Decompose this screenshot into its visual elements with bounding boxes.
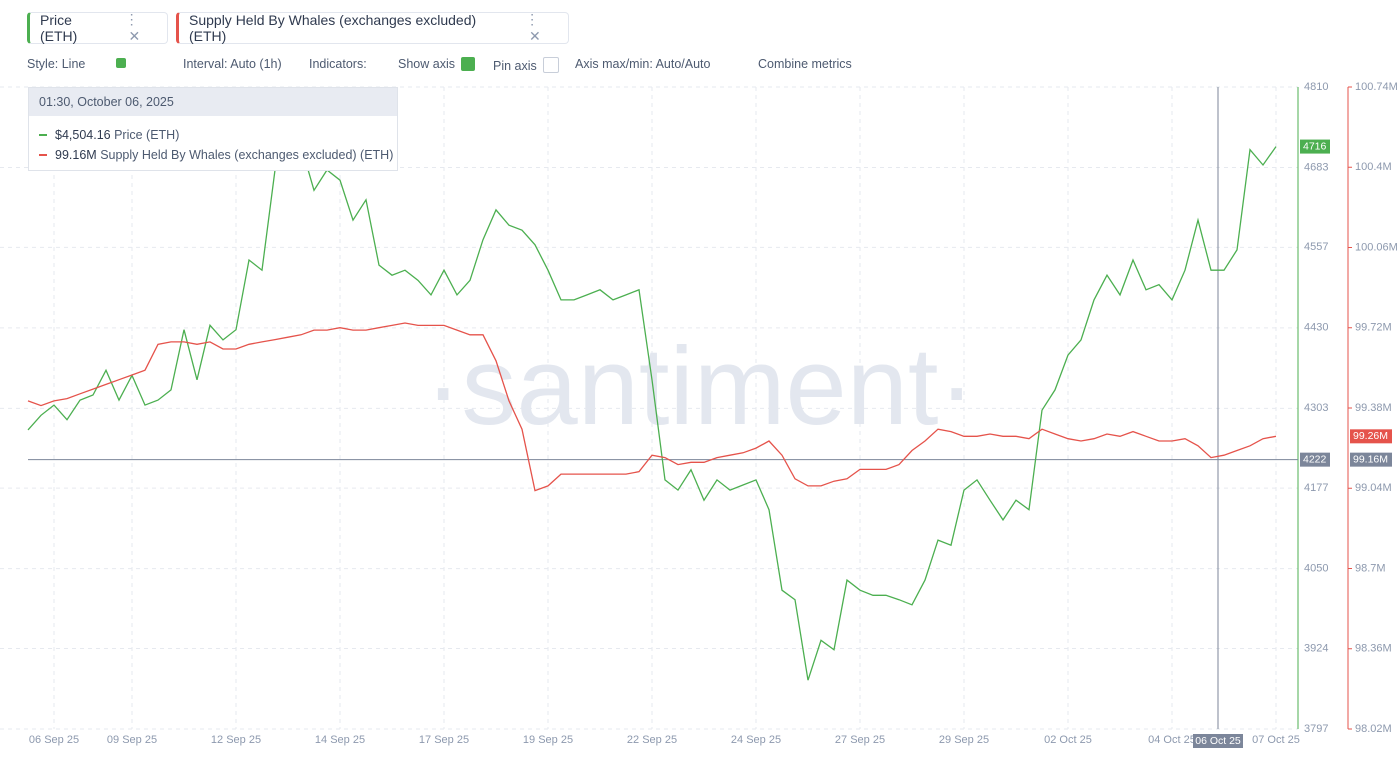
series-line bbox=[27, 322, 1277, 492]
show-axis[interactable]: Show axis bbox=[398, 57, 475, 71]
last-value-label-bg bbox=[1350, 429, 1392, 444]
tab-icons[interactable]: ⋮ ✕ bbox=[525, 11, 541, 44]
axis-minmax[interactable]: Axis max/min: Auto/Auto bbox=[575, 57, 711, 71]
y-tick-label: 3797 bbox=[1304, 723, 1328, 735]
tooltip: 01:30, October 06, 2025 $4,504.16 Price … bbox=[28, 87, 398, 171]
x-tick-label: 07 Oct 25 bbox=[1252, 734, 1300, 746]
y-tick-label: 4177 bbox=[1304, 482, 1328, 494]
x-tick-label: 02 Oct 25 bbox=[1044, 734, 1092, 746]
y-tick-label: 4683 bbox=[1304, 161, 1328, 173]
tab-icons[interactable]: ⋮ ✕ bbox=[124, 11, 141, 44]
y2-tick-label: 100.4M bbox=[1355, 161, 1392, 173]
interval-select[interactable]: Interval: Auto (1h) bbox=[183, 57, 282, 71]
x-tick-label: 19 Sep 25 bbox=[523, 734, 573, 746]
y2-tick-label: 100.06M bbox=[1355, 241, 1398, 253]
tab-label: Price (ETH) bbox=[40, 12, 78, 44]
crosshair-whale-bg bbox=[1350, 452, 1392, 467]
crosshair-date-bg bbox=[1193, 734, 1243, 748]
y-tick-label: 4050 bbox=[1304, 563, 1328, 575]
checkbox[interactable] bbox=[542, 57, 559, 73]
x-tick-label: 06 Sep 25 bbox=[29, 734, 79, 746]
tooltip-time: 01:30, October 06, 2025 bbox=[29, 88, 397, 116]
watermark: ·santiment· bbox=[425, 325, 975, 448]
series-line bbox=[27, 128, 1277, 681]
tooltip-name: Supply Held By Whales (exchanges exclude… bbox=[100, 148, 394, 162]
x-tick-label: 24 Sep 25 bbox=[731, 734, 781, 746]
checkbox[interactable] bbox=[460, 57, 475, 71]
x-tick-label: 14 Sep 25 bbox=[315, 734, 365, 746]
metric-tab[interactable]: Price (ETH) ⋮ ✕ bbox=[27, 11, 168, 44]
pin-axis[interactable]: Pin axis bbox=[493, 57, 559, 73]
y-tick-label: 4303 bbox=[1304, 402, 1328, 414]
style-select[interactable]: Style: Line bbox=[27, 57, 86, 71]
y2-tick-label: 98.7M bbox=[1355, 562, 1386, 574]
y-tick-label: 4810 bbox=[1304, 81, 1328, 93]
x-tick-label: 04 Oct 25 bbox=[1148, 734, 1196, 746]
x-tick-label: 12 Sep 25 bbox=[211, 734, 261, 746]
combine-metrics[interactable]: Combine metrics bbox=[758, 57, 852, 71]
last-value-label: 99.26M bbox=[1353, 430, 1388, 442]
x-tick-label: 17 Sep 25 bbox=[419, 734, 469, 746]
crosshair-date: 06 Oct 25 bbox=[1195, 735, 1241, 747]
tooltip-value: $4,504.16 bbox=[55, 128, 111, 142]
y2-tick-label: 99.04M bbox=[1355, 482, 1392, 494]
y2-tick-label: 99.38M bbox=[1355, 402, 1392, 414]
last-value-label-bg bbox=[1300, 139, 1330, 154]
x-tick-label: 09 Sep 25 bbox=[107, 734, 157, 746]
y2-tick-label: 100.74M bbox=[1355, 81, 1398, 93]
tooltip-value: 99.16M bbox=[55, 148, 97, 162]
y-tick-label: 3924 bbox=[1304, 642, 1328, 654]
y2-tick-label: 99.72M bbox=[1355, 322, 1392, 334]
label: Show axis bbox=[398, 57, 455, 71]
label: Pin axis bbox=[493, 59, 537, 73]
metric-tab[interactable]: Supply Held By Whales (exchanges exclude… bbox=[176, 11, 569, 44]
y2-tick-label: 98.36M bbox=[1355, 643, 1392, 655]
last-value-label: 4716 bbox=[1303, 140, 1327, 152]
x-tick-label: 29 Sep 25 bbox=[939, 734, 989, 746]
x-tick-label: 27 Sep 25 bbox=[835, 734, 885, 746]
crosshair-price-bg bbox=[1300, 452, 1330, 467]
tab-label: Supply Held By Whales (exchanges exclude… bbox=[189, 12, 477, 44]
tooltip-name: Price (ETH) bbox=[114, 128, 180, 142]
x-tick-label: 22 Sep 25 bbox=[627, 734, 677, 746]
color-select[interactable] bbox=[116, 57, 126, 71]
y2-tick-label: 98.02M bbox=[1355, 723, 1392, 735]
y-tick-label: 4430 bbox=[1304, 322, 1328, 334]
crosshair-price: 4222 bbox=[1303, 453, 1327, 465]
y-tick-label: 4557 bbox=[1304, 241, 1328, 253]
indicators-select[interactable]: Indicators: bbox=[309, 57, 367, 71]
crosshair-whale: 99.16M bbox=[1353, 453, 1388, 465]
